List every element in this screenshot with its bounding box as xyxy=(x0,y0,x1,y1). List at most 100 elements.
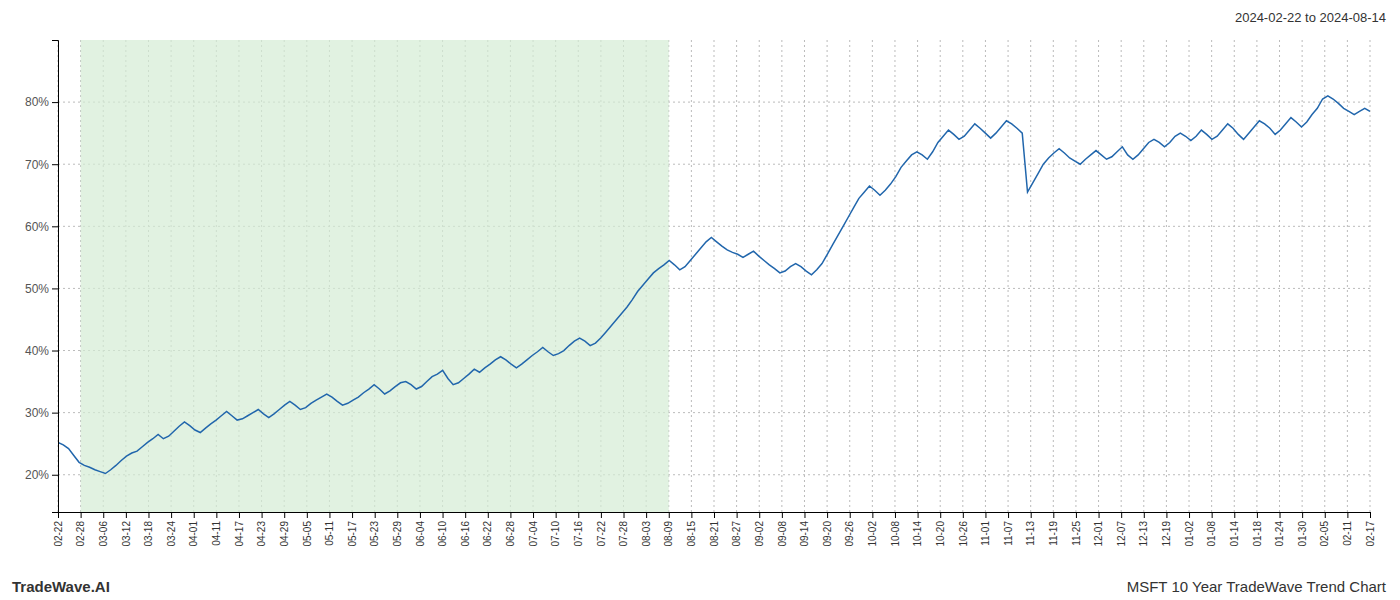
x-tick-label: 11-07 xyxy=(1003,521,1014,546)
grid-line-x xyxy=(1256,40,1257,512)
shaded-span xyxy=(81,40,669,512)
y-tick-label: 80% xyxy=(25,95,49,109)
x-tick-mark xyxy=(194,512,195,518)
x-tick-mark xyxy=(691,512,692,518)
x-tick-label: 09-20 xyxy=(822,521,833,547)
x-tick-mark xyxy=(239,512,240,518)
x-tick-mark xyxy=(601,512,602,518)
x-tick-mark xyxy=(872,512,873,518)
y-tick: 30% xyxy=(25,406,58,420)
x-tick-mark xyxy=(1031,512,1032,518)
grid-line-x xyxy=(1075,40,1076,512)
x-tick-mark xyxy=(1099,512,1100,518)
y-tick: 80% xyxy=(25,95,58,109)
x-tick-mark xyxy=(1212,512,1213,518)
x-tick-mark xyxy=(1280,512,1281,518)
x-tick-mark xyxy=(850,512,851,518)
x-tick-mark xyxy=(465,512,466,518)
x-tick-mark xyxy=(1008,512,1009,518)
grid-line-x xyxy=(1189,40,1190,512)
grid-line-x xyxy=(1279,40,1280,512)
x-tick: 09-08 xyxy=(777,512,788,547)
x-tick: 01-02 xyxy=(1184,512,1195,547)
x-tick-mark xyxy=(578,512,579,518)
x-tick-mark xyxy=(329,512,330,518)
x-tick-mark xyxy=(420,512,421,518)
annotation: MSFT 10 Year TradeWave Trend Chart xyxy=(1127,578,1387,595)
y-tick-mark xyxy=(52,413,58,414)
x-tick-mark xyxy=(148,512,149,518)
x-tick-label: 02-05 xyxy=(1319,521,1330,547)
x-tick-label: 01-02 xyxy=(1184,521,1195,547)
grid-line-x xyxy=(1211,40,1212,512)
x-tick-label: 04-23 xyxy=(256,521,267,547)
x-tick: 08-03 xyxy=(641,512,652,547)
x-tick-mark xyxy=(81,512,82,518)
x-tick: 01-14 xyxy=(1229,512,1240,547)
x-tick-label: 03-06 xyxy=(98,521,109,547)
x-tick-label: 06-10 xyxy=(437,521,448,547)
x-tick: 04-11 xyxy=(211,512,222,546)
x-tick: 10-26 xyxy=(958,512,969,547)
y-tick-label: 40% xyxy=(25,344,49,358)
x-tick-label: 05-23 xyxy=(369,521,380,547)
x-tick: 05-17 xyxy=(347,512,358,547)
x-tick: 12-13 xyxy=(1138,512,1149,547)
x-tick-mark xyxy=(646,512,647,518)
line xyxy=(58,96,1370,474)
x-tick-mark xyxy=(759,512,760,518)
y-axis-line xyxy=(52,41,59,513)
x-tick: 10-02 xyxy=(867,512,878,547)
grid-line-x xyxy=(1008,40,1009,512)
x-tick-label: 05-17 xyxy=(347,521,358,547)
x-tick-mark xyxy=(1144,512,1145,518)
grid-line-x xyxy=(691,40,692,512)
x-tick-label: 09-26 xyxy=(844,521,855,547)
x-tick-label: 07-10 xyxy=(550,521,561,547)
grid-line-x xyxy=(1121,40,1122,512)
x-tick-mark xyxy=(1189,512,1190,518)
title: 2024-02-22 to 2024-08-14 xyxy=(1235,10,1386,25)
x-tick-mark xyxy=(1234,512,1235,518)
x-tick-label: 02-11 xyxy=(1342,521,1353,546)
y-tick-mark xyxy=(52,475,58,476)
grid-line-x xyxy=(1166,40,1167,512)
x-tick-mark xyxy=(624,512,625,518)
x-tick: 09-26 xyxy=(844,512,855,547)
x-tick: 09-02 xyxy=(754,512,765,547)
grid-line-x xyxy=(827,40,828,512)
x-tick-label: 09-14 xyxy=(799,521,810,547)
x-tick-label: 06-28 xyxy=(505,521,516,547)
x-tick: 01-24 xyxy=(1274,512,1285,547)
x-tick-mark xyxy=(307,512,308,518)
x-tick-label: 08-27 xyxy=(731,521,742,547)
x-tick: 01-08 xyxy=(1206,512,1217,547)
x-tick: 11-13 xyxy=(1025,512,1036,546)
x-tick-label: 08-03 xyxy=(641,521,652,547)
x-tick: 03-06 xyxy=(98,512,109,547)
x-tick-mark xyxy=(216,512,217,518)
x-tick: 05-05 xyxy=(302,512,313,547)
y-tick: 20% xyxy=(25,468,58,482)
x-tick-mark xyxy=(1166,512,1167,518)
x-tick: 07-28 xyxy=(618,512,629,547)
x-tick-label: 12-13 xyxy=(1138,521,1149,547)
x-tick: 03-24 xyxy=(166,512,177,547)
x-tick-mark xyxy=(669,512,670,518)
x-tick-label: 03-24 xyxy=(166,521,177,547)
x-tick-label: 01-30 xyxy=(1297,521,1308,547)
grid-line-x xyxy=(714,40,715,512)
x-tick: 03-18 xyxy=(143,512,154,547)
y-tick: 70% xyxy=(25,158,58,172)
x-tick-label: 07-04 xyxy=(528,521,539,547)
x-tick-mark xyxy=(985,512,986,518)
x-tick-label: 06-04 xyxy=(415,521,426,547)
x-tick: 05-11 xyxy=(324,512,335,546)
x-tick: 08-27 xyxy=(731,512,742,547)
x-tick: 02-22 xyxy=(53,512,64,547)
x-tick: 06-22 xyxy=(482,512,493,547)
x-tick-mark xyxy=(918,512,919,518)
x-tick: 07-04 xyxy=(528,512,539,547)
y-tick-mark xyxy=(52,102,58,103)
y-axis: 20%30%40%50%60%70%80% xyxy=(25,41,59,513)
